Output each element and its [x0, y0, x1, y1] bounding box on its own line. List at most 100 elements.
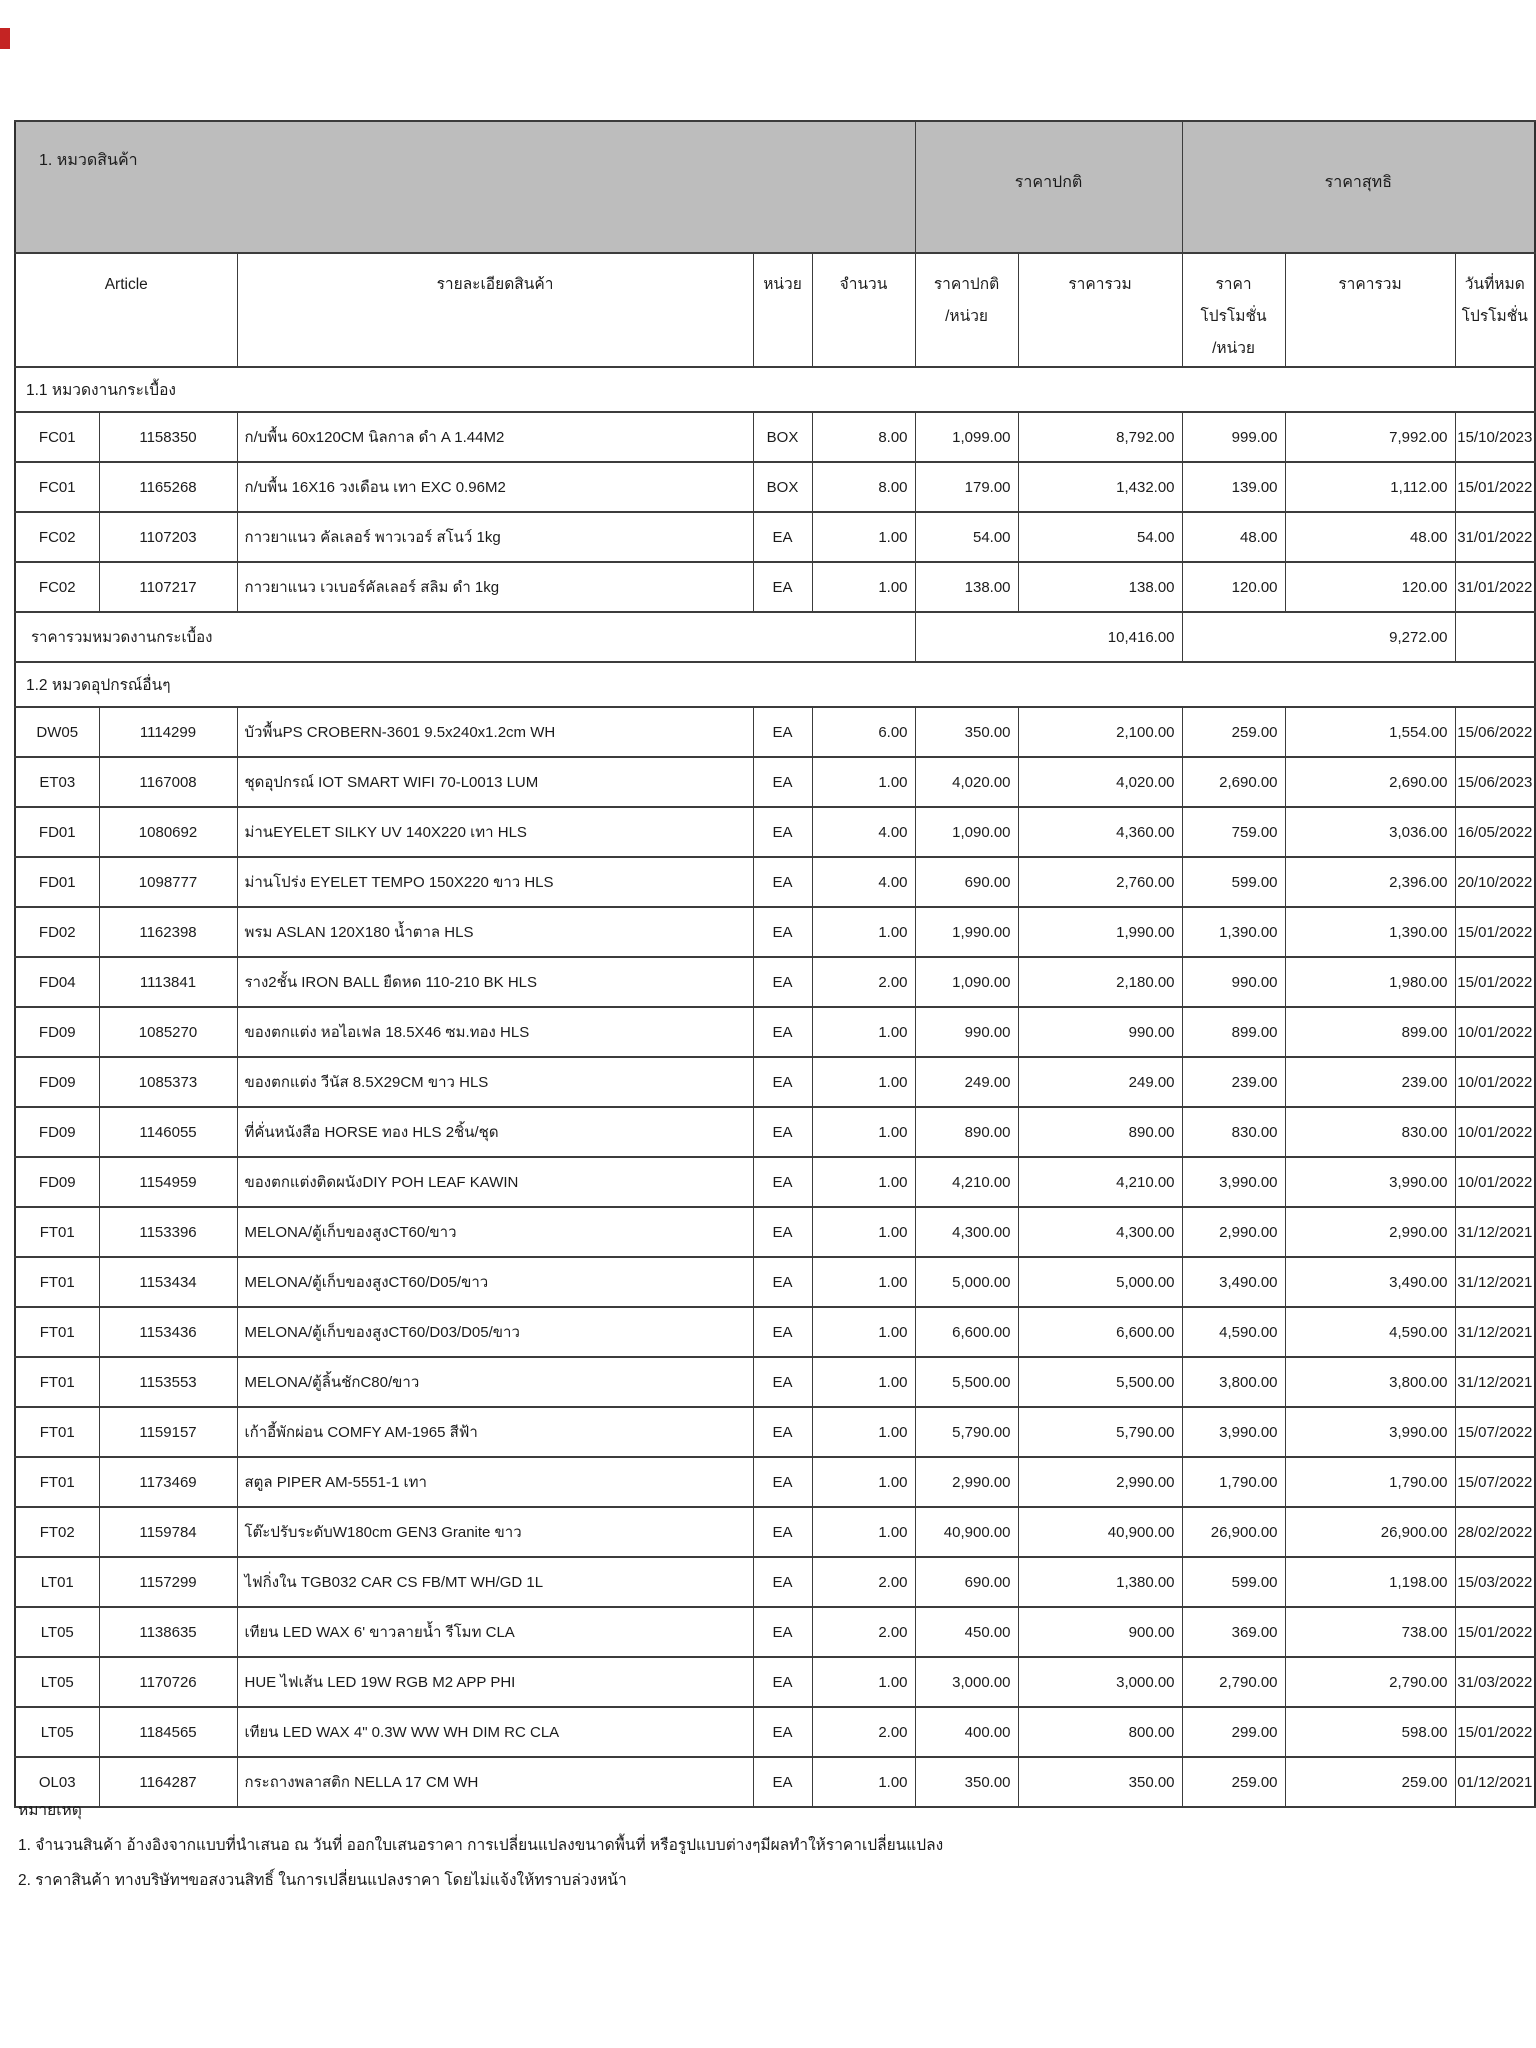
promo-unit-price-cell: 899.00: [1181, 1006, 1286, 1058]
unit-cell: EA: [752, 806, 813, 858]
normal-total-price-cell: 5,500.00: [1017, 1356, 1183, 1408]
col-header-promo-end-date: วันที่หมด โปรโมชั่น: [1454, 252, 1536, 368]
article-number-cell: 1162398: [98, 906, 238, 958]
section-heading: 1.2 หมวดอุปกรณ์อื่นๆ: [14, 661, 1536, 708]
table-row: FT02 1159784 โต๊ะปรับระดับW180cm GEN3 Gran…: [14, 1506, 1536, 1558]
promo-end-date-cell: 16/05/2022: [1454, 806, 1536, 858]
product-description-cell: เทียน LED WAX 4" 0.3W WW WH DIM RC CLA: [236, 1706, 754, 1758]
article-number-cell: 1158350: [98, 411, 238, 463]
unit-cell: BOX: [752, 461, 813, 513]
table-row: FC02 1107217 กาวยาแนว เวเบอร์คัลเลอร์ สลิม…: [14, 561, 1536, 613]
article-code-cell: OL03: [14, 1756, 100, 1808]
table-row: FD09 1154959 ของตกแต่งติดผนังDIY POH LEAF …: [14, 1156, 1536, 1208]
unit-cell: EA: [752, 1306, 813, 1358]
promo-total-price-cell: 7,992.00: [1284, 411, 1456, 463]
col-header-promo-total: ราคารวม: [1284, 252, 1456, 368]
normal-unit-price-cell: 690.00: [914, 1556, 1019, 1608]
promo-end-date-cell: 31/12/2021: [1454, 1356, 1536, 1408]
product-description-cell: HUE ไฟเส้น LED 19W RGB M2 APP PHI: [236, 1656, 754, 1708]
product-description-cell: ของตกแต่ง หอไอเฟล 18.5X46 ซม.ทอง HLS: [236, 1006, 754, 1058]
table-row: FC02 1107203 กาวยาแนว คัลเลอร์ พาวเวอร์ สโ…: [14, 511, 1536, 563]
normal-total-price-cell: 1,432.00: [1017, 461, 1183, 513]
article-code-cell: LT05: [14, 1656, 100, 1708]
table-row: FT01 1159157 เก้าอี้พักผ่อน COMFY AM-1965 …: [14, 1406, 1536, 1458]
unit-cell: EA: [752, 1606, 813, 1658]
unit-cell: EA: [752, 1556, 813, 1608]
article-number-cell: 1146055: [98, 1106, 238, 1158]
promo-unit-price-cell: 990.00: [1181, 956, 1286, 1008]
article-number-cell: 1154959: [98, 1156, 238, 1208]
promo-end-date-cell: 01/12/2021: [1454, 1756, 1536, 1808]
promo-total-price-cell: 48.00: [1284, 511, 1456, 563]
quantity-cell: 2.00: [811, 1556, 916, 1608]
normal-unit-price-cell: 2,990.00: [914, 1456, 1019, 1508]
unit-cell: EA: [752, 1056, 813, 1108]
normal-total-price-cell: 2,760.00: [1017, 856, 1183, 908]
article-code-cell: FD09: [14, 1056, 100, 1108]
promo-end-date-cell: 31/01/2022: [1454, 561, 1536, 613]
promo-end-date-cell: 15/01/2022: [1454, 1606, 1536, 1658]
product-description-cell: สตูล PIPER AM-5551-1 เทา: [236, 1456, 754, 1508]
product-description-cell: กาวยาแนว คัลเลอร์ พาวเวอร์ สโนว์ 1kg: [236, 511, 754, 563]
quantity-cell: 1.00: [811, 906, 916, 958]
promo-total-price-cell: 1,112.00: [1284, 461, 1456, 513]
product-description-cell: เก้าอี้พักผ่อน COMFY AM-1965 สีฟ้า: [236, 1406, 754, 1458]
promo-unit-price-cell: 3,990.00: [1181, 1156, 1286, 1208]
normal-total-price-cell: 990.00: [1017, 1006, 1183, 1058]
promo-end-date-cell: 15/07/2022: [1454, 1456, 1536, 1508]
article-number-cell: 1184565: [98, 1706, 238, 1758]
quantity-cell: 1.00: [811, 561, 916, 613]
article-code-cell: FD04: [14, 956, 100, 1008]
quantity-cell: 8.00: [811, 461, 916, 513]
subtotal-label: ราคารวมหมวดงานกระเบื้อง: [14, 611, 916, 663]
unit-cell: EA: [752, 906, 813, 958]
promo-total-price-cell: 120.00: [1284, 561, 1456, 613]
product-description-cell: ชุดอุปกรณ์ IOT SMART WIFI 70-L0013 LUM: [236, 756, 754, 808]
promo-unit-price-cell: 2,790.00: [1181, 1656, 1286, 1708]
quantity-cell: 8.00: [811, 411, 916, 463]
product-description-cell: ของตกแต่ง วีนัส 8.5X29CM ขาว HLS: [236, 1056, 754, 1108]
quantity-cell: 1.00: [811, 1006, 916, 1058]
promo-unit-price-cell: 1,390.00: [1181, 906, 1286, 958]
promo-unit-price-cell: 139.00: [1181, 461, 1286, 513]
col-header-qty: จำนวน: [811, 252, 916, 368]
article-code-cell: FT02: [14, 1506, 100, 1558]
promo-unit-price-cell: 4,590.00: [1181, 1306, 1286, 1358]
promo-end-date-cell: 31/01/2022: [1454, 511, 1536, 563]
promo-total-price-cell: 2,690.00: [1284, 756, 1456, 808]
quantity-cell: 1.00: [811, 1506, 916, 1558]
normal-unit-price-cell: 249.00: [914, 1056, 1019, 1108]
table-title: 1. หมวดสินค้า: [14, 120, 916, 254]
unit-cell: EA: [752, 1656, 813, 1708]
normal-total-price-cell: 800.00: [1017, 1706, 1183, 1758]
article-code-cell: FT01: [14, 1456, 100, 1508]
table-row: LT01 1157299 ไฟกิ่งใน TGB032 CAR CS FB/MT …: [14, 1556, 1536, 1608]
unit-cell: EA: [752, 1456, 813, 1508]
article-number-cell: 1085373: [98, 1056, 238, 1108]
table-row: OL03 1164287 กระถางพลาสติก NELLA 17 CM WH E…: [14, 1756, 1536, 1808]
product-description-cell: MELONA/ตู้ลิ้นชักC80/ขาว: [236, 1356, 754, 1408]
promo-total-price-cell: 3,036.00: [1284, 806, 1456, 858]
promo-total-price-cell: 239.00: [1284, 1056, 1456, 1108]
normal-unit-price-cell: 138.00: [914, 561, 1019, 613]
product-description-cell: ที่คั่นหนังสือ HORSE ทอง HLS 2ชิ้น/ชุด: [236, 1106, 754, 1158]
article-code-cell: FT01: [14, 1406, 100, 1458]
unit-cell: EA: [752, 1256, 813, 1308]
section-row: 1.2 หมวดอุปกรณ์อื่นๆ: [14, 661, 1536, 708]
article-code-cell: FT01: [14, 1256, 100, 1308]
unit-cell: EA: [752, 1356, 813, 1408]
promo-end-date-cell: 31/12/2021: [1454, 1256, 1536, 1308]
note-line-2: 2. ราคาสินค้า ทางบริษัทฯขอสงวนสิทธิ์ ในก…: [18, 1872, 627, 1889]
article-number-cell: 1085270: [98, 1006, 238, 1058]
col-header-line: โปรโมชั่น: [1461, 308, 1528, 325]
normal-total-price-cell: 900.00: [1017, 1606, 1183, 1658]
promo-end-date-cell: 10/01/2022: [1454, 1006, 1536, 1058]
promo-total-price-cell: 3,800.00: [1284, 1356, 1456, 1408]
promo-unit-price-cell: 259.00: [1181, 1756, 1286, 1808]
product-description-cell: โต๊ะปรับระดับW180cm GEN3 Granite ขาว: [236, 1506, 754, 1558]
promo-total-price-cell: 4,590.00: [1284, 1306, 1456, 1358]
quantity-cell: 1.00: [811, 756, 916, 808]
normal-unit-price-cell: 690.00: [914, 856, 1019, 908]
promo-end-date-cell: 15/01/2022: [1454, 956, 1536, 1008]
